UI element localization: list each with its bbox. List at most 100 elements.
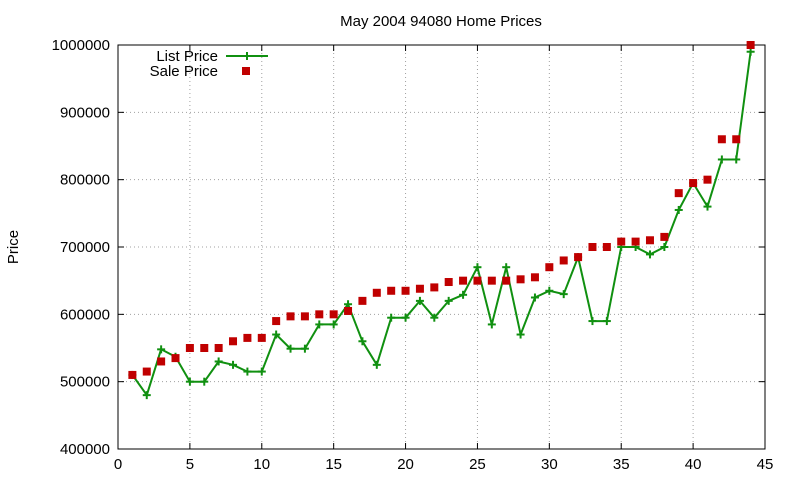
list-price-point — [459, 290, 468, 299]
list-price-point — [372, 360, 381, 369]
sale-price-point — [387, 286, 396, 295]
legend-swatch-sale-price-marker — [242, 67, 250, 75]
sale-price-point — [329, 310, 338, 319]
sale-price-point — [545, 263, 554, 272]
legend-swatch-list-price-marker — [243, 52, 251, 60]
sale-price-point — [171, 354, 180, 363]
chart-title: May 2004 94080 Home Prices — [340, 13, 542, 30]
list-price-point — [329, 320, 338, 329]
x-tick-label: 0 — [114, 456, 122, 473]
sale-price-point — [487, 276, 496, 285]
sale-price-point — [746, 41, 755, 49]
sale-price-point — [286, 312, 295, 321]
list-price-point — [229, 360, 238, 369]
list-price-point — [243, 367, 252, 376]
sale-price-point — [401, 286, 410, 295]
sale-price-point — [502, 276, 511, 285]
list-price-point — [200, 377, 209, 386]
list-price-point — [430, 313, 439, 322]
sale-price-point — [415, 284, 424, 293]
sale-price-point — [185, 344, 194, 352]
sale-price-point — [660, 232, 669, 241]
list-price-point — [530, 293, 539, 302]
list-price-point — [516, 330, 525, 339]
axis-ticks: 0 5 10 15 20 25 30 35 40 45 400000 500000 600000 7000… — [52, 37, 774, 473]
sale-price-point — [243, 333, 252, 342]
legend-label-list-price: List Price — [156, 48, 218, 65]
sale-price-point — [128, 370, 137, 379]
sale-price-point — [689, 179, 698, 188]
sale-price-point — [703, 175, 712, 184]
list-price-point — [588, 317, 597, 326]
sale-price-point — [257, 333, 266, 342]
sale-price-point — [516, 275, 525, 284]
x-tick-label: 40 — [685, 456, 702, 473]
sale-price-point — [272, 317, 281, 326]
sale-price-point — [157, 357, 166, 366]
list-price-line — [131, 51, 752, 398]
list-price-point — [315, 320, 324, 329]
y-tick-label: 1000000 — [52, 37, 110, 54]
list-price-point — [559, 290, 568, 299]
sale-price-point — [530, 273, 539, 282]
sale-price-point — [358, 296, 367, 305]
list-price-point — [732, 155, 741, 164]
sale-price-point — [473, 276, 482, 285]
list-price-point — [473, 263, 482, 272]
sale-price-point — [559, 256, 568, 265]
x-tick-label: 10 — [253, 456, 270, 473]
legend-plus-marker — [243, 52, 251, 60]
list-price-point — [545, 286, 554, 295]
list-price-point — [746, 47, 755, 56]
list-price-point — [703, 202, 712, 211]
list-price-point — [401, 313, 410, 322]
sale-price-point — [602, 243, 611, 251]
list-price-point — [645, 250, 654, 259]
sale-price-point — [617, 237, 626, 246]
list-price-point — [602, 317, 611, 326]
x-tick-label: 25 — [469, 456, 486, 473]
sale-price-point — [674, 189, 683, 198]
list-price-point — [272, 330, 281, 339]
legend: List Price Sale Price — [150, 48, 268, 80]
list-price-point — [286, 344, 295, 353]
list-price-point — [214, 357, 223, 366]
sale-price-point — [459, 276, 468, 285]
x-tick-label: 20 — [397, 456, 414, 473]
series-layer — [128, 41, 755, 400]
x-tick-label: 30 — [541, 456, 558, 473]
list-price-point — [502, 263, 511, 272]
list-price-point — [185, 377, 194, 386]
list-price-point — [142, 391, 151, 400]
sale-price-point — [717, 135, 726, 144]
y-tick-label: 800000 — [60, 172, 110, 189]
sale-price-point — [732, 135, 741, 144]
list-price-point — [660, 243, 669, 251]
x-tick-label: 15 — [325, 456, 342, 473]
x-tick-label: 35 — [613, 456, 630, 473]
sale-price-point — [344, 306, 353, 315]
list-price-point — [344, 300, 353, 309]
x-tick-label: 45 — [757, 456, 774, 473]
sale-price-point — [229, 337, 238, 346]
sale-price-point — [444, 278, 453, 287]
list-price-point — [387, 313, 396, 322]
sale-price-point — [574, 253, 583, 262]
y-tick-label: 700000 — [60, 239, 110, 256]
sale-price-point — [430, 283, 439, 292]
list-price-point — [415, 296, 424, 305]
sale-price-point — [142, 367, 151, 376]
list-price-point — [358, 337, 367, 346]
sale-price-point — [315, 310, 324, 319]
sale-price-point — [372, 288, 381, 297]
list-price-point — [487, 320, 496, 329]
list-price-point — [300, 344, 309, 353]
y-tick-label: 600000 — [60, 306, 110, 323]
y-tick-label: 900000 — [60, 104, 110, 121]
list-price-point — [157, 345, 166, 354]
list-price-point — [444, 296, 453, 305]
sale-price-point — [214, 344, 223, 352]
x-tick-label: 5 — [186, 456, 194, 473]
sale-price-point — [645, 236, 654, 245]
y-axis-label: Price — [5, 230, 22, 264]
